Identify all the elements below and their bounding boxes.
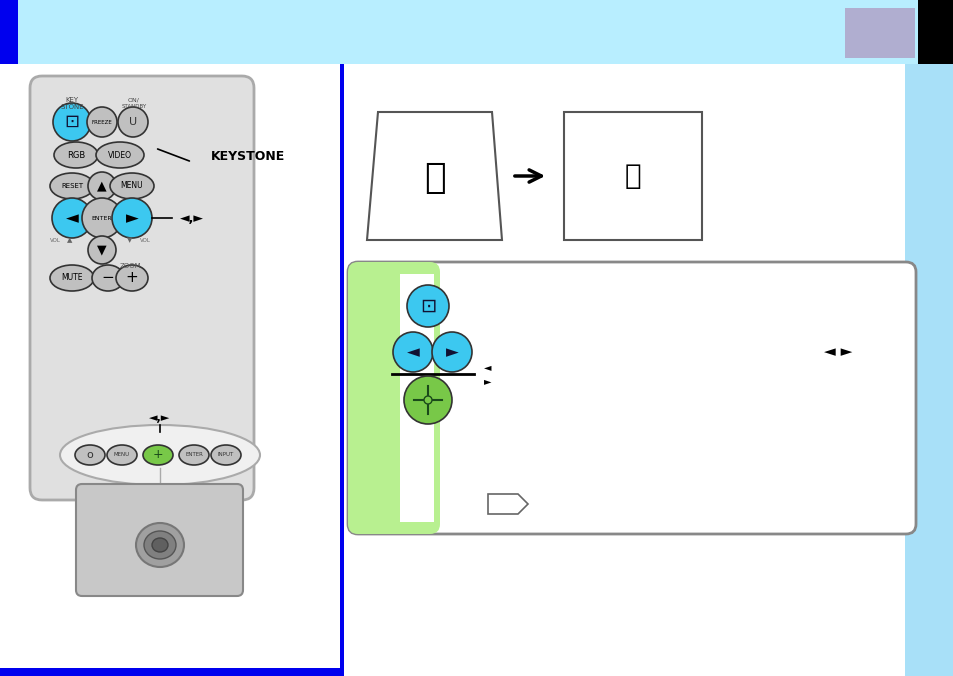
Ellipse shape	[116, 265, 148, 291]
Text: ◄,►: ◄,►	[180, 212, 204, 224]
Text: 🚗: 🚗	[624, 162, 640, 190]
Ellipse shape	[403, 376, 452, 424]
Ellipse shape	[107, 445, 137, 465]
Text: ▼: ▼	[127, 237, 132, 243]
Ellipse shape	[407, 285, 449, 327]
Ellipse shape	[60, 425, 260, 485]
Ellipse shape	[75, 445, 105, 465]
Ellipse shape	[211, 445, 241, 465]
Text: RESET: RESET	[61, 183, 83, 189]
Ellipse shape	[88, 236, 116, 264]
Text: ▲: ▲	[97, 180, 107, 193]
Ellipse shape	[110, 173, 153, 199]
Text: INPUT: INPUT	[217, 452, 233, 458]
Ellipse shape	[52, 198, 91, 238]
Text: o: o	[87, 450, 93, 460]
Text: ⊡: ⊡	[65, 113, 79, 131]
Text: KEYSTONE: KEYSTONE	[211, 149, 285, 162]
Ellipse shape	[54, 142, 98, 168]
FancyBboxPatch shape	[30, 76, 253, 500]
Text: FREEZE: FREEZE	[91, 120, 112, 124]
Ellipse shape	[82, 198, 122, 238]
Text: KEY: KEY	[66, 97, 78, 103]
Text: +: +	[152, 448, 163, 462]
Bar	[563, 112, 701, 240]
Text: +: +	[126, 270, 138, 285]
Ellipse shape	[179, 445, 209, 465]
Ellipse shape	[91, 265, 124, 291]
Text: ▲: ▲	[68, 237, 72, 243]
Text: ►: ►	[445, 343, 457, 361]
Text: VOL: VOL	[139, 237, 151, 243]
Ellipse shape	[136, 523, 184, 567]
Text: VIDEO: VIDEO	[108, 151, 132, 160]
Ellipse shape	[53, 103, 91, 141]
Text: U: U	[129, 117, 137, 127]
Bar	[904, 64, 953, 676]
Text: −: −	[102, 270, 114, 285]
Text: ENTER: ENTER	[91, 216, 112, 220]
Text: ⊡: ⊡	[419, 297, 436, 316]
Ellipse shape	[88, 172, 116, 200]
Bar	[339, 64, 344, 670]
Ellipse shape	[50, 173, 94, 199]
Ellipse shape	[144, 531, 175, 559]
Text: ◄ ►: ◄ ►	[823, 345, 851, 360]
Ellipse shape	[143, 445, 172, 465]
Bar	[0, 0, 18, 64]
Text: MENU: MENU	[121, 181, 143, 191]
Bar	[0, 0, 953, 64]
Bar	[0, 668, 344, 676]
Ellipse shape	[423, 396, 432, 404]
Text: ◄,►: ◄,►	[150, 413, 171, 423]
Text: MUTE: MUTE	[61, 274, 83, 283]
Text: ZOOM: ZOOM	[119, 263, 141, 269]
Text: ◄: ◄	[406, 343, 419, 361]
Text: 🚗: 🚗	[424, 161, 445, 195]
Text: MENU: MENU	[113, 452, 130, 458]
Bar	[917, 0, 953, 64]
FancyBboxPatch shape	[348, 262, 439, 534]
Text: ENTER: ENTER	[185, 452, 203, 458]
Text: STONE: STONE	[60, 104, 84, 110]
Ellipse shape	[96, 142, 144, 168]
Polygon shape	[488, 494, 527, 514]
Ellipse shape	[393, 332, 433, 372]
Text: RGB: RGB	[67, 151, 85, 160]
Text: VOL: VOL	[50, 237, 60, 243]
Text: ▼: ▼	[97, 243, 107, 256]
Text: STANDBY: STANDBY	[121, 105, 147, 110]
Bar	[844, 8, 914, 58]
Polygon shape	[367, 112, 501, 240]
Text: ◄: ◄	[484, 362, 491, 372]
Text: ON/: ON/	[128, 97, 140, 103]
FancyBboxPatch shape	[76, 484, 243, 596]
Text: ►: ►	[126, 209, 138, 227]
Ellipse shape	[112, 198, 152, 238]
FancyBboxPatch shape	[348, 262, 915, 534]
Bar	[399, 274, 434, 522]
Text: ◄: ◄	[66, 209, 78, 227]
Ellipse shape	[87, 107, 117, 137]
Ellipse shape	[118, 107, 148, 137]
Text: ►: ►	[484, 376, 491, 386]
Ellipse shape	[152, 538, 168, 552]
Ellipse shape	[432, 332, 472, 372]
Ellipse shape	[50, 265, 94, 291]
